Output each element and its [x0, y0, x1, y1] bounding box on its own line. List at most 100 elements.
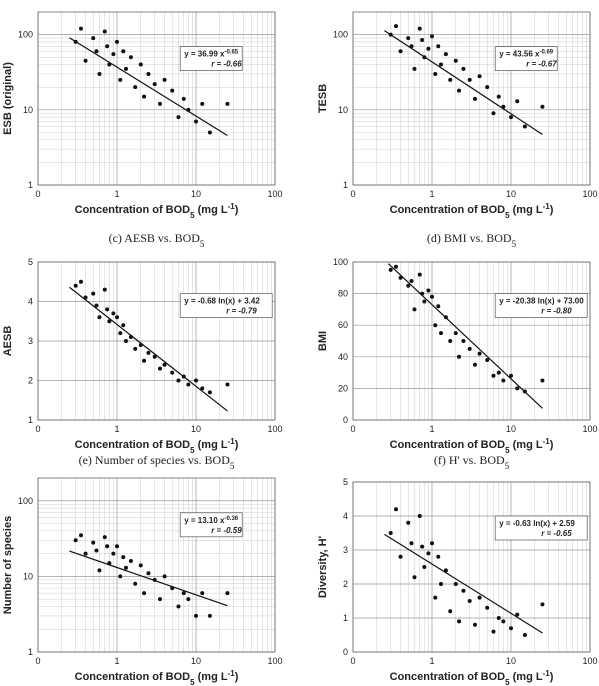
data-point: [200, 386, 205, 391]
data-point: [422, 299, 427, 304]
x-axis-title-part: -1: [228, 202, 236, 211]
data-point: [146, 71, 151, 76]
data-point: [124, 565, 129, 570]
x-tick-label: 100: [582, 656, 597, 666]
data-point: [128, 558, 133, 563]
data-point: [121, 323, 126, 328]
data-point: [91, 291, 96, 296]
data-point: [73, 538, 78, 543]
data-point: [97, 315, 102, 320]
fit-line: [387, 263, 543, 409]
data-point: [393, 264, 398, 269]
y-tick-label: 0: [343, 647, 348, 657]
x-tick-label: 1: [114, 424, 119, 434]
data-point: [439, 331, 444, 336]
data-point: [522, 633, 527, 637]
panel-subtitle: (d) BMI vs. BOD5: [427, 231, 517, 249]
panel-subtitle-part: 5: [200, 239, 205, 249]
x-axis-title-part: Concentration of BOD: [75, 439, 191, 451]
data-point: [118, 331, 123, 336]
data-point: [102, 535, 107, 540]
data-point: [105, 544, 110, 549]
data-point: [152, 354, 157, 359]
x-tick-label: 1: [429, 424, 434, 434]
x-tick-label: 0: [35, 189, 40, 199]
equation-part: y = -0.63 ln(x) + 2.59: [499, 519, 575, 528]
x-tick-label: 100: [582, 424, 597, 434]
fit-line: [69, 286, 228, 412]
data-point: [461, 588, 466, 593]
x-tick-label: 0: [35, 424, 40, 434]
panel-subtitle-part: 5: [505, 461, 510, 471]
data-point: [111, 52, 116, 57]
panel-subtitle-part: (e) Number of species vs. BOD: [79, 453, 231, 467]
data-point: [170, 88, 175, 93]
data-point: [439, 582, 444, 586]
x-axis-title: Concentration of BOD5 (mg L-1): [75, 669, 239, 686]
x-axis-title-part: -1: [228, 669, 236, 678]
equation-part: y = -0.68 ln(x) + 3.42: [184, 297, 260, 306]
y-tick-label: 1: [28, 415, 33, 425]
plot-area: [353, 482, 590, 652]
data-point: [78, 533, 83, 538]
plot-frame: [37, 261, 276, 421]
data-point: [124, 66, 129, 71]
data-point: [128, 55, 133, 60]
y-tick-label: 100: [333, 30, 348, 40]
plot-frame: [37, 477, 276, 653]
x-tick-label: 100: [582, 189, 597, 199]
r-value: r = -0.80: [541, 307, 572, 316]
x-axis-title-part: (mg L: [510, 671, 543, 683]
data-point: [406, 520, 411, 525]
data-point: [467, 346, 472, 351]
data-point: [194, 119, 198, 124]
data-point: [485, 85, 490, 90]
data-point: [157, 101, 162, 106]
x-axis-title-part: ): [235, 671, 239, 683]
data-point: [515, 612, 520, 617]
data-point: [509, 115, 513, 120]
panel-subtitle: (c) AESB vs. BOD5: [109, 231, 205, 249]
x-axis-title-part: -1: [543, 202, 551, 211]
data-point: [176, 604, 181, 609]
data-point: [430, 541, 434, 546]
data-point: [540, 378, 545, 383]
data-point: [162, 362, 167, 367]
data-point: [181, 96, 186, 101]
data-point: [200, 101, 205, 106]
data-point: [398, 49, 403, 54]
y-tick-label: 10: [23, 571, 33, 581]
equation-box: [179, 512, 243, 538]
data-point: [133, 581, 138, 586]
data-point: [509, 626, 513, 631]
data-point: [142, 94, 147, 99]
data-point: [461, 339, 466, 343]
data-point: [181, 591, 186, 596]
data-point: [186, 597, 191, 602]
y-tick-label: 0: [343, 415, 348, 425]
data-point: [457, 354, 462, 359]
y-tick-label: 4: [343, 511, 348, 521]
data-point: [420, 544, 425, 549]
data-point: [142, 358, 147, 363]
equation-part: y = 13.10 x: [184, 516, 225, 525]
data-point: [472, 96, 477, 101]
data-point: [111, 311, 116, 316]
data-point: [472, 622, 477, 627]
y-tick-label: 5: [28, 257, 33, 267]
equation-box: [179, 46, 243, 71]
data-point: [138, 563, 143, 568]
data-point: [186, 382, 191, 387]
x-axis-title-part: (mg L: [195, 439, 228, 451]
data-point: [426, 551, 431, 556]
x-tick-label: 0: [350, 656, 355, 666]
equation: y = 43.56 x-0.69: [499, 50, 554, 59]
data-point: [406, 36, 411, 41]
fit-line: [69, 550, 228, 607]
y-tick-label: 3: [28, 336, 33, 346]
data-point: [409, 541, 414, 546]
data-point: [412, 307, 417, 312]
r-value: r = -0.65: [541, 529, 572, 538]
x-axis-title-part: ): [235, 439, 239, 451]
